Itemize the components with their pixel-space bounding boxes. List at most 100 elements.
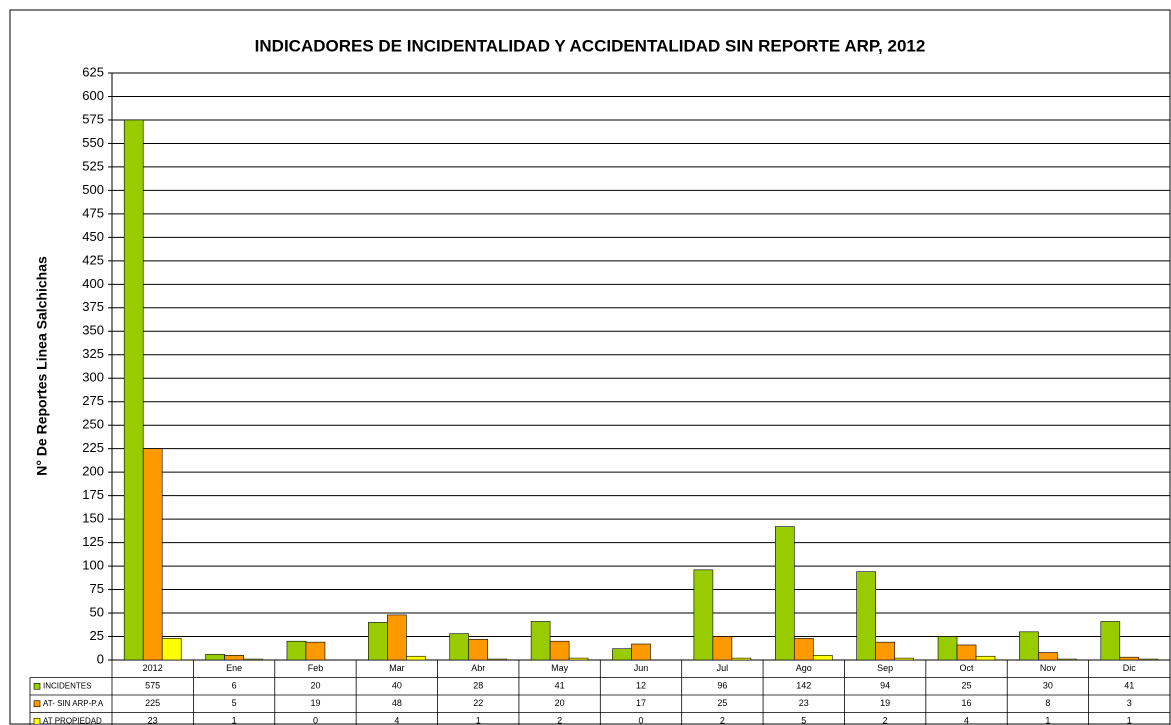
y-tick-label: 525 <box>82 158 104 173</box>
table-value: 41 <box>1124 681 1134 691</box>
y-tick-label: 50 <box>90 604 104 619</box>
x-tick-label: Jul <box>717 663 729 673</box>
y-tick-label: 575 <box>82 111 104 126</box>
bar <box>161 638 182 661</box>
bar <box>123 119 144 661</box>
bar <box>1038 652 1058 661</box>
bar <box>793 638 814 661</box>
bar <box>487 658 508 661</box>
bar <box>468 639 489 661</box>
bar <box>449 633 470 661</box>
table-value: 25 <box>962 681 972 691</box>
bar <box>406 655 426 661</box>
table-value: 41 <box>555 681 565 691</box>
y-tick-label: 300 <box>82 370 104 385</box>
table-value: 4 <box>964 716 969 725</box>
table-value: 0 <box>313 716 318 725</box>
y-tick-label: 275 <box>82 393 104 408</box>
bar <box>712 636 733 661</box>
bar <box>693 569 714 661</box>
bar <box>286 640 307 661</box>
table-value: 16 <box>962 698 972 708</box>
table-value: 8 <box>1045 698 1050 708</box>
y-tick-label: 400 <box>82 276 104 291</box>
legend-label: AT- SIN ARP-P.A <box>43 699 104 708</box>
bar <box>956 644 977 661</box>
bar <box>812 655 833 661</box>
table-value: 1 <box>1127 716 1132 725</box>
table-value: 225 <box>145 698 160 708</box>
y-tick-label: 150 <box>82 511 104 526</box>
x-tick-label: Oct <box>960 663 975 673</box>
table-value: 48 <box>392 698 402 708</box>
y-tick-label: 125 <box>82 534 104 549</box>
y-tick-label: 0 <box>97 651 104 666</box>
bar <box>243 658 263 661</box>
y-tick-label: 225 <box>82 440 104 455</box>
chart-title: INDICADORES DE INCIDENTALIDAD Y ACCIDENT… <box>255 36 926 55</box>
bar <box>894 657 914 661</box>
table-value: 3 <box>1127 698 1132 708</box>
legend-swatch <box>33 700 41 708</box>
y-tick-label: 175 <box>82 487 104 502</box>
y-tick-label: 500 <box>82 182 104 197</box>
table-value: 2 <box>883 716 888 725</box>
bar <box>1100 621 1121 661</box>
y-tick-label: 200 <box>82 464 104 479</box>
y-tick-label: 475 <box>82 205 104 220</box>
table-value: 20 <box>555 698 565 708</box>
x-tick-label: Mar <box>389 663 405 673</box>
bar <box>774 526 795 661</box>
bar <box>224 655 244 661</box>
legend-swatch <box>33 682 41 690</box>
chart-frame <box>9 9 1171 725</box>
table-value: 28 <box>473 681 483 691</box>
table-value: 17 <box>636 698 646 708</box>
bar <box>1138 658 1159 661</box>
table-value: 2 <box>720 716 725 725</box>
bar <box>875 641 895 661</box>
y-tick-label: 375 <box>82 299 104 314</box>
x-tick-label: Feb <box>308 663 324 673</box>
bar <box>549 640 570 661</box>
x-tick-label: Jun <box>634 663 649 673</box>
x-tick-label: Sep <box>877 663 893 673</box>
x-tick-label: 2012 <box>143 663 163 673</box>
table-value: 575 <box>145 681 160 691</box>
table-value: 1 <box>1045 716 1050 725</box>
bar <box>937 636 958 661</box>
bar <box>731 657 752 661</box>
bar <box>612 648 632 661</box>
x-tick-label: Abr <box>471 663 485 673</box>
bar <box>856 571 876 661</box>
table-value: 19 <box>880 698 890 708</box>
x-tick-label: Dic <box>1123 663 1136 673</box>
x-tick-label: Ago <box>796 663 812 673</box>
bar <box>205 654 225 661</box>
table-value: 12 <box>636 681 646 691</box>
table-value: 23 <box>148 716 158 725</box>
table-value: 2 <box>557 716 562 725</box>
y-tick-label: 625 <box>82 64 104 79</box>
table-value: 5 <box>801 716 806 725</box>
bar <box>568 657 589 661</box>
table-value: 5 <box>232 698 237 708</box>
x-tick-label: May <box>551 663 569 673</box>
y-tick-label: 100 <box>82 558 104 573</box>
y-tick-label: 25 <box>90 628 104 643</box>
table-value: 40 <box>392 681 402 691</box>
legend-label: INCIDENTES <box>43 681 91 690</box>
y-axis-label: N° De Reportes Linea Salchichas <box>34 256 50 476</box>
bar <box>142 448 163 661</box>
table-value: 96 <box>717 681 727 691</box>
bar <box>387 614 407 661</box>
table-value: 142 <box>796 681 811 691</box>
table-value: 19 <box>310 698 320 708</box>
table-value: 22 <box>473 698 483 708</box>
bar <box>1119 656 1140 661</box>
bar <box>631 643 651 661</box>
table-value: 20 <box>310 681 320 691</box>
bar <box>530 621 551 661</box>
bar <box>1019 631 1039 661</box>
